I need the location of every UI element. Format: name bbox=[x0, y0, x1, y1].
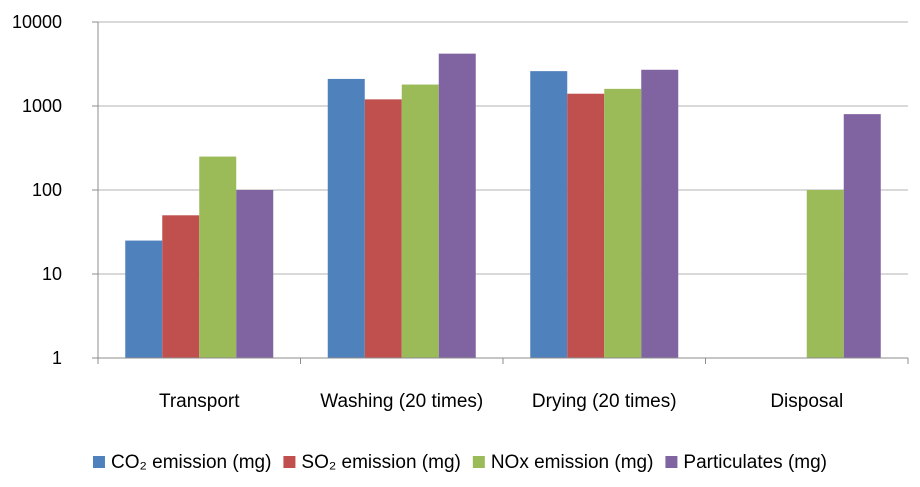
bar bbox=[327, 78, 365, 358]
legend-swatch bbox=[665, 456, 678, 468]
legend-label: NOx emission (mg) bbox=[491, 452, 654, 473]
bar bbox=[567, 93, 605, 358]
y-axis-tick-labels: 1 10 100 1000 10000 bbox=[12, 12, 98, 368]
legend-item: CO₂ emission (mg) bbox=[92, 452, 271, 473]
legend-swatch bbox=[472, 456, 485, 468]
legend-label: CO₂ emission (mg) bbox=[111, 452, 271, 473]
bar bbox=[604, 88, 642, 359]
bar bbox=[806, 190, 844, 358]
legend-swatch bbox=[92, 456, 105, 468]
bars bbox=[125, 53, 881, 359]
y-tick-label: 1 bbox=[52, 348, 62, 368]
bar bbox=[162, 215, 200, 358]
bar bbox=[125, 240, 163, 358]
bar bbox=[236, 190, 274, 358]
legend-item: NOx emission (mg) bbox=[472, 452, 654, 473]
y-tick-label: 10 bbox=[42, 264, 62, 284]
bar bbox=[438, 53, 476, 358]
x-category-label: Disposal bbox=[770, 391, 843, 412]
legend-swatch bbox=[283, 456, 296, 468]
x-axis bbox=[97, 22, 909, 364]
legend-label: Particulates (mg) bbox=[683, 452, 827, 473]
bar bbox=[641, 69, 679, 358]
y-tick-label: 10000 bbox=[12, 12, 62, 32]
legend-items: CO₂ emission (mg) SO₂ emission (mg) NOx em… bbox=[92, 452, 827, 473]
legend-item: SO₂ emission (mg) bbox=[283, 452, 461, 473]
bar bbox=[199, 156, 237, 358]
bar bbox=[843, 114, 881, 358]
x-category-label: Drying (20 times) bbox=[532, 391, 677, 412]
bar bbox=[401, 84, 439, 359]
y-tick-label: 100 bbox=[32, 180, 62, 200]
bar bbox=[364, 99, 402, 358]
legend: CO₂ emission (mg) SO₂ emission (mg) NOx em… bbox=[92, 452, 827, 473]
legend-item: Particulates (mg) bbox=[665, 452, 827, 473]
bar bbox=[530, 71, 568, 358]
x-category-label: Washing (20 times) bbox=[320, 391, 483, 412]
x-category-label: Transport bbox=[159, 391, 240, 412]
legend-label: SO₂ emission (mg) bbox=[301, 452, 460, 473]
x-axis-category-labels: Transport Washing (20 times) Drying (20 ti… bbox=[159, 391, 843, 412]
y-tick-label: 1000 bbox=[22, 96, 62, 116]
